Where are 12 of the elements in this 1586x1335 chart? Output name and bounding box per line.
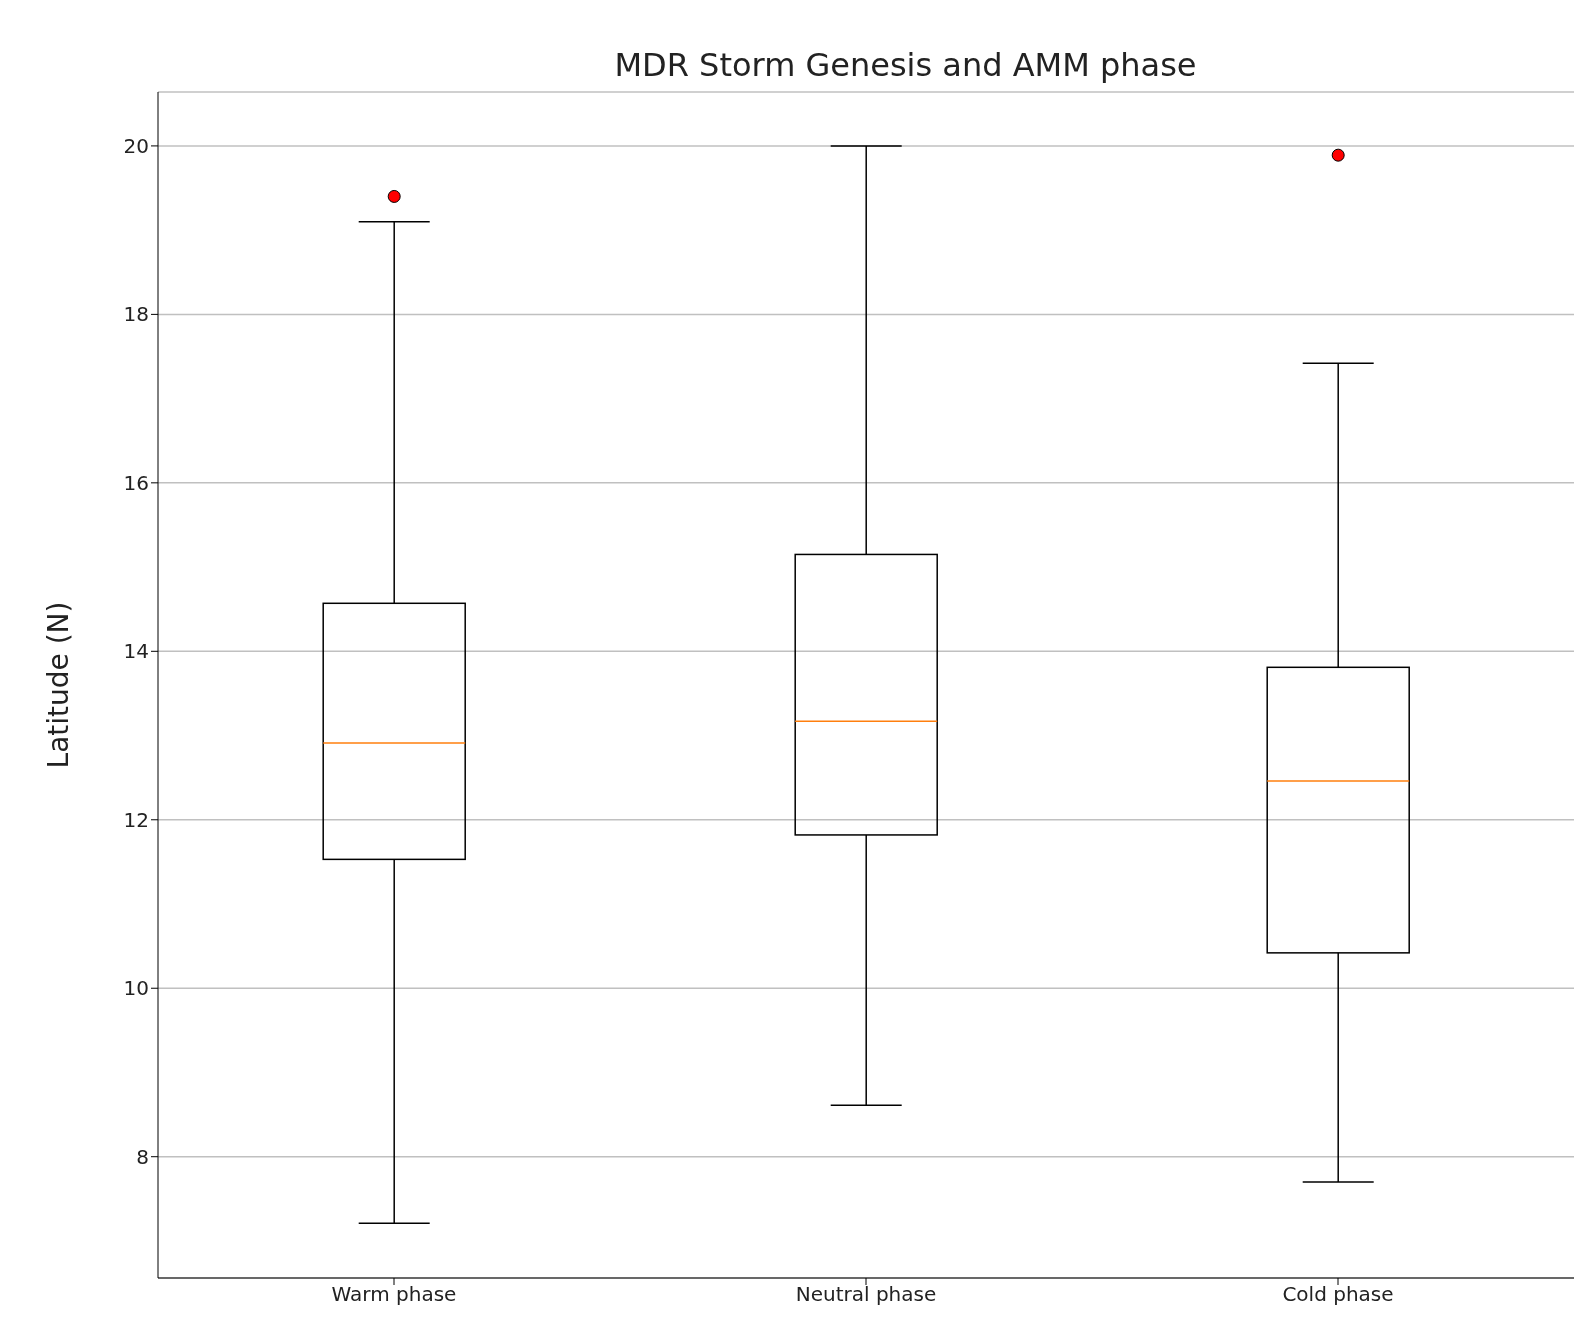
y-tick-label: 10	[123, 976, 149, 1001]
chart-title: MDR Storm Genesis and AMM phase	[613, 46, 1198, 84]
y-tick-label: 12	[123, 807, 149, 832]
y-tick-label: 14	[123, 639, 149, 664]
y-axis-title: Latitude (N)	[41, 601, 75, 769]
y-tick-label: 20	[123, 134, 149, 159]
y-tick-label: 18	[123, 302, 149, 327]
x-tick-label: Cold phase	[1282, 1282, 1394, 1307]
x-tick-label: Neutral phase	[795, 1282, 937, 1307]
y-tick-label: 8	[136, 1144, 149, 1169]
y-tick-label: 16	[123, 470, 149, 495]
x-tick-label: Warm phase	[331, 1282, 457, 1307]
